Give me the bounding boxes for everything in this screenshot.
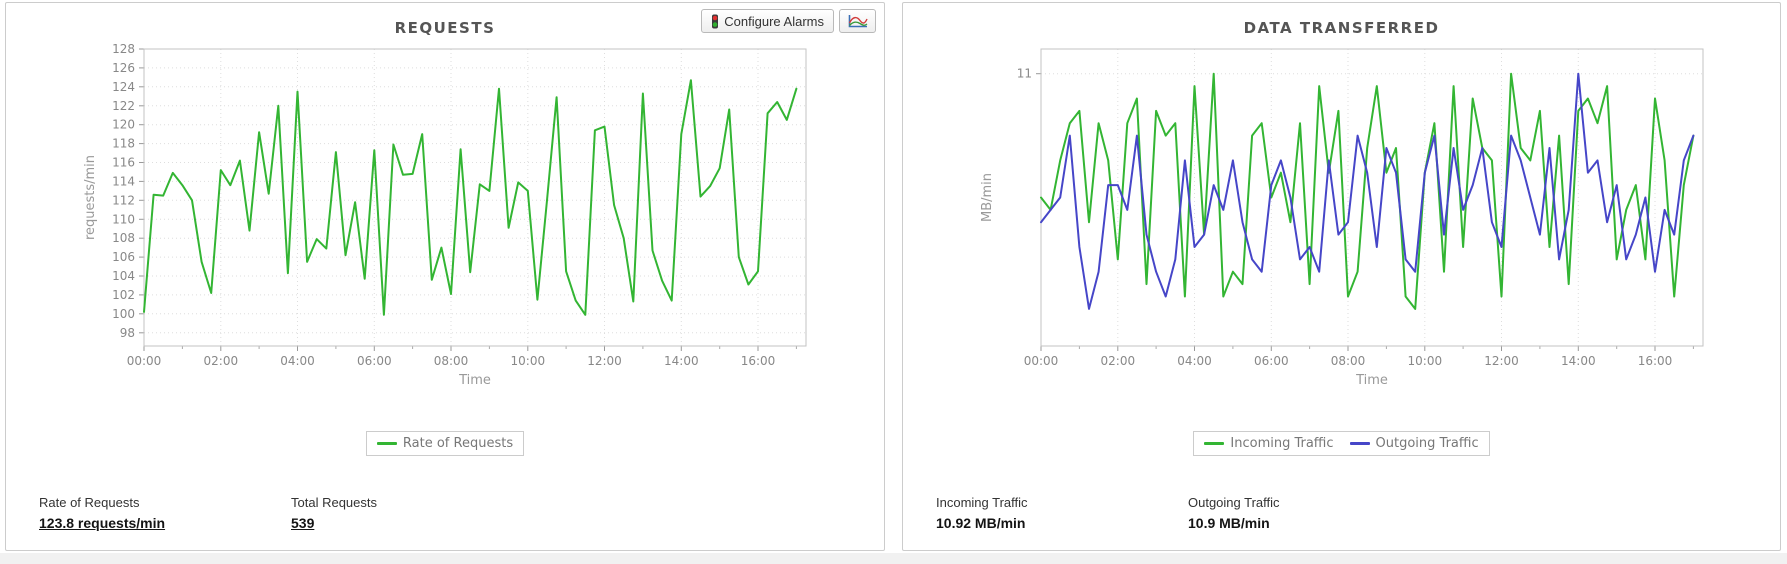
- svg-text:118: 118: [112, 137, 135, 151]
- line-chart-icon: [847, 14, 868, 29]
- legend-line-swatch: [376, 442, 397, 445]
- page-footer-strip: [0, 553, 1787, 564]
- data-transferred-chart-title: DATA TRANSFERRED: [1243, 19, 1440, 37]
- svg-text:108: 108: [112, 231, 135, 245]
- svg-text:12:00: 12:00: [587, 354, 622, 368]
- legend-item: Incoming Traffic: [1204, 436, 1334, 451]
- stat-column: Total Requests 539: [291, 495, 543, 533]
- stat-column: Incoming Traffic 10.92 MB/min: [936, 495, 1188, 533]
- svg-text:14:00: 14:00: [1561, 354, 1596, 368]
- stat-column: Rate of Requests 123.8 requests/min: [39, 495, 291, 533]
- chart-options-button[interactable]: [839, 9, 876, 33]
- svg-text:106: 106: [112, 250, 135, 264]
- svg-text:08:00: 08:00: [1331, 354, 1366, 368]
- svg-text:00:00: 00:00: [1024, 354, 1059, 368]
- svg-text:112: 112: [112, 193, 135, 207]
- traffic-light-icon: [711, 14, 719, 29]
- requests-chart-title: REQUESTS: [394, 19, 496, 37]
- legend-label: Rate of Requests: [402, 436, 514, 451]
- configure-alarms-button[interactable]: Configure Alarms: [701, 9, 834, 33]
- svg-text:120: 120: [112, 118, 135, 132]
- svg-text:12:00: 12:00: [1484, 354, 1519, 368]
- stat-label: Total Requests: [291, 495, 377, 510]
- legend-line-swatch: [1349, 442, 1370, 445]
- stat-label: Incoming Traffic: [936, 495, 1028, 510]
- legend-label: Incoming Traffic: [1230, 436, 1334, 451]
- data-transferred-legend: Incoming Traffic Outgoing Traffic: [903, 431, 1780, 456]
- stat-value-link[interactable]: 10.92 MB/min: [936, 515, 1026, 531]
- chart-toolbar: Configure Alarms: [701, 9, 876, 33]
- stat-value-link[interactable]: 10.9 MB/min: [1188, 515, 1270, 531]
- requests-stats: Rate of Requests 123.8 requests/min Total …: [39, 495, 543, 533]
- data-transferred-panel: DATA TRANSFERRED 00:00 02:00 04:00 06:00 08:…: [902, 2, 1781, 551]
- svg-text:100: 100: [112, 307, 135, 321]
- svg-text:126: 126: [112, 61, 135, 75]
- stat-value-link[interactable]: 539: [291, 515, 315, 531]
- stat-column: Outgoing Traffic 10.9 MB/min: [1188, 495, 1440, 533]
- svg-text:10:00: 10:00: [1408, 354, 1443, 368]
- svg-text:requests/min: requests/min: [83, 155, 98, 240]
- legend-item: Rate of Requests: [376, 436, 514, 451]
- svg-text:02:00: 02:00: [204, 354, 239, 368]
- svg-text:02:00: 02:00: [1101, 354, 1136, 368]
- svg-text:122: 122: [112, 99, 135, 113]
- legend-box: Incoming Traffic Outgoing Traffic: [1193, 431, 1490, 456]
- legend-line-swatch: [1204, 442, 1225, 445]
- legend-box: Rate of Requests: [365, 431, 525, 456]
- svg-text:14:00: 14:00: [664, 354, 699, 368]
- requests-panel: Configure Alarms REQUESTS 00:00 02:00 04:0…: [5, 2, 885, 551]
- svg-text:116: 116: [112, 156, 135, 170]
- svg-text:98: 98: [120, 326, 135, 340]
- svg-text:06:00: 06:00: [1254, 354, 1289, 368]
- svg-text:04:00: 04:00: [1177, 354, 1212, 368]
- svg-text:16:00: 16:00: [1638, 354, 1673, 368]
- svg-text:11: 11: [1017, 67, 1032, 81]
- legend-label: Outgoing Traffic: [1375, 436, 1479, 451]
- data-transferred-stats: Incoming Traffic 10.92 MB/min Outgoing Tra…: [936, 495, 1440, 533]
- svg-text:110: 110: [112, 212, 135, 226]
- svg-text:114: 114: [112, 174, 135, 188]
- data-transferred-chart: 00:00 02:00 04:00 06:00 08:00 10:00 12:00 14:00…: [980, 48, 1704, 388]
- svg-text:104: 104: [112, 269, 135, 283]
- stat-label: Rate of Requests: [39, 495, 140, 510]
- svg-text:102: 102: [112, 288, 135, 302]
- configure-alarms-label: Configure Alarms: [724, 13, 824, 29]
- svg-text:04:00: 04:00: [280, 354, 315, 368]
- svg-text:08:00: 08:00: [434, 354, 469, 368]
- svg-text:128: 128: [112, 43, 135, 56]
- svg-text:00:00: 00:00: [127, 354, 162, 368]
- svg-text:MB/min: MB/min: [980, 173, 995, 222]
- requests-legend: Rate of Requests: [6, 431, 884, 456]
- legend-item: Outgoing Traffic: [1349, 436, 1479, 451]
- svg-text:Time: Time: [458, 373, 491, 388]
- requests-chart: 00:00 02:00 04:00 06:00 08:00 10:00 12:00 14:00…: [83, 43, 807, 388]
- stat-label: Outgoing Traffic: [1188, 495, 1280, 510]
- svg-text:Time: Time: [1355, 373, 1388, 388]
- svg-text:06:00: 06:00: [357, 354, 392, 368]
- svg-text:124: 124: [112, 80, 135, 94]
- svg-text:10:00: 10:00: [511, 354, 546, 368]
- svg-text:16:00: 16:00: [741, 354, 776, 368]
- stat-value-link[interactable]: 123.8 requests/min: [39, 515, 166, 531]
